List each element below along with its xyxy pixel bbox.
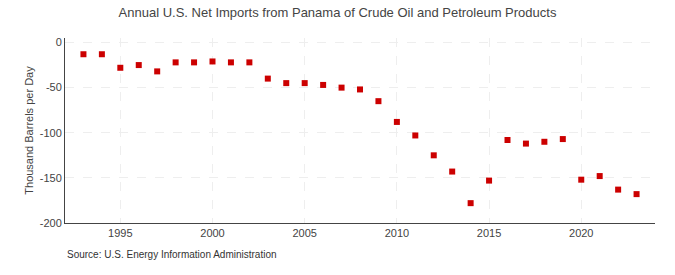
svg-text:-200: -200 <box>40 217 62 229</box>
svg-text:2010: 2010 <box>385 227 409 239</box>
svg-text:-100: -100 <box>40 127 62 139</box>
svg-text:2000: 2000 <box>200 227 224 239</box>
svg-text:Annual U.S. Net Imports from P: Annual U.S. Net Imports from Panama of C… <box>119 5 557 20</box>
svg-text:-50: -50 <box>46 81 62 93</box>
svg-text:2020: 2020 <box>569 227 593 239</box>
svg-text:2015: 2015 <box>477 227 501 239</box>
svg-text:2005: 2005 <box>292 227 316 239</box>
svg-text:0: 0 <box>56 36 62 48</box>
svg-text:Source: U.S. Energy Informatio: Source: U.S. Energy Information Administ… <box>67 249 277 260</box>
svg-text:-150: -150 <box>40 172 62 184</box>
svg-text:Thousand Barrels per Day: Thousand Barrels per Day <box>23 66 35 195</box>
svg-text:1995: 1995 <box>108 227 132 239</box>
